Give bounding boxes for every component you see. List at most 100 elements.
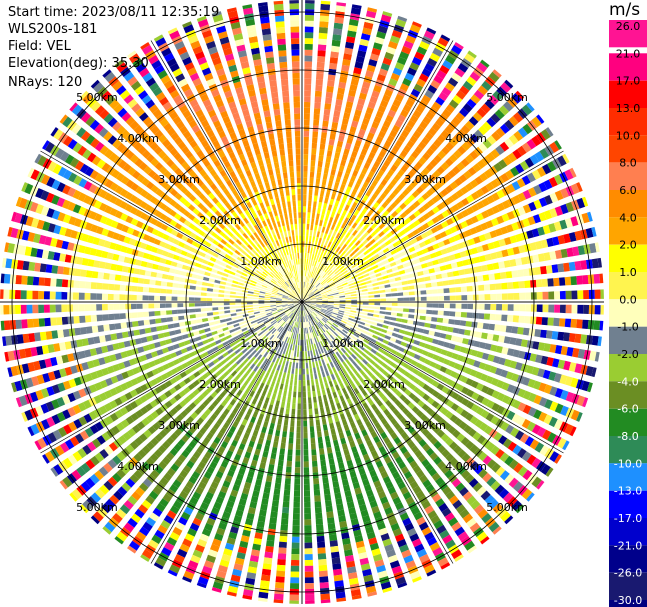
range-gate bbox=[246, 395, 253, 403]
range-gate bbox=[279, 448, 285, 455]
range-gate bbox=[303, 449, 309, 456]
range-gate bbox=[512, 349, 520, 358]
range-gate bbox=[380, 355, 387, 361]
range-gate bbox=[535, 316, 543, 325]
range-gate bbox=[480, 409, 490, 419]
range-gate bbox=[132, 321, 139, 327]
range-gate bbox=[467, 238, 476, 246]
range-gate bbox=[560, 203, 569, 215]
range-gate bbox=[359, 557, 370, 566]
range-gate bbox=[509, 259, 517, 267]
range-gate bbox=[302, 281, 304, 288]
range-gate bbox=[317, 348, 322, 355]
range-gate bbox=[474, 419, 484, 428]
range-gate bbox=[303, 484, 310, 491]
range-gate bbox=[285, 466, 292, 473]
range-gate bbox=[350, 382, 357, 390]
range-gate bbox=[80, 462, 91, 474]
range-gate bbox=[257, 347, 264, 354]
range-gate bbox=[203, 560, 215, 569]
range-gate bbox=[361, 389, 368, 397]
range-gate bbox=[415, 490, 425, 500]
range-gate bbox=[213, 436, 221, 445]
range-gate bbox=[99, 392, 108, 402]
range-gate bbox=[498, 488, 510, 499]
range-gate bbox=[421, 350, 429, 357]
range-gate bbox=[231, 378, 238, 385]
range-gate bbox=[260, 312, 266, 315]
range-gate bbox=[450, 370, 458, 379]
range-gate bbox=[450, 403, 459, 412]
range-gate bbox=[123, 500, 134, 510]
range-gate bbox=[197, 376, 205, 384]
range-gate bbox=[447, 425, 457, 435]
range-gate bbox=[179, 277, 186, 283]
range-gate bbox=[130, 412, 139, 422]
range-gate bbox=[552, 236, 560, 246]
range-gate bbox=[198, 481, 207, 490]
range-gate bbox=[235, 381, 242, 389]
range-gate bbox=[266, 353, 271, 360]
range-gate bbox=[150, 410, 159, 420]
range-gate bbox=[89, 348, 97, 357]
range-gate bbox=[169, 330, 176, 336]
range-gate bbox=[429, 542, 441, 552]
range-gate bbox=[427, 537, 438, 547]
range-gate bbox=[288, 319, 292, 325]
range-gate bbox=[303, 287, 305, 294]
range-gate bbox=[237, 504, 246, 512]
range-gate bbox=[416, 410, 424, 418]
range-gate bbox=[492, 67, 504, 78]
range-gate bbox=[302, 293, 305, 300]
range-gate bbox=[315, 178, 321, 185]
range-gate bbox=[413, 244, 421, 251]
range-gate bbox=[193, 330, 200, 336]
range-gate bbox=[458, 269, 465, 276]
range-gate bbox=[304, 298, 311, 301]
range-gate bbox=[437, 288, 444, 294]
range-gate bbox=[391, 298, 398, 302]
range-gate bbox=[421, 403, 430, 412]
range-gate bbox=[157, 366, 165, 373]
range-gate bbox=[167, 275, 175, 281]
range-gate bbox=[316, 61, 325, 69]
range-gate bbox=[341, 243, 347, 250]
range-gate bbox=[10, 365, 19, 377]
range-gate bbox=[176, 335, 183, 341]
range-gate bbox=[388, 404, 396, 412]
range-gate bbox=[372, 264, 379, 270]
range-gate bbox=[304, 84, 312, 91]
range-gate bbox=[347, 30, 357, 38]
range-gate bbox=[142, 521, 153, 532]
range-gate bbox=[392, 408, 400, 416]
range-gate bbox=[302, 351, 305, 358]
range-gate bbox=[291, 308, 297, 313]
range-gate bbox=[377, 25, 388, 34]
range-gate bbox=[409, 62, 420, 71]
range-gate bbox=[189, 522, 200, 532]
range-gate bbox=[443, 256, 450, 263]
range-gate bbox=[171, 303, 178, 308]
range-gate bbox=[441, 375, 449, 384]
range-gate bbox=[363, 223, 370, 231]
range-gate bbox=[321, 132, 327, 139]
range-gate bbox=[303, 119, 310, 126]
range-gate bbox=[216, 328, 224, 334]
range-gate bbox=[449, 495, 459, 505]
range-gate bbox=[349, 390, 355, 398]
range-gate bbox=[327, 241, 332, 248]
range-gate bbox=[246, 375, 253, 382]
range-gate bbox=[38, 277, 45, 286]
range-gate bbox=[369, 238, 376, 245]
range-gate bbox=[258, 302, 265, 304]
range-gate bbox=[371, 475, 380, 483]
range-gate bbox=[189, 285, 196, 290]
range-gate bbox=[198, 367, 206, 375]
range-gate bbox=[338, 248, 344, 255]
range-gate bbox=[161, 273, 169, 280]
range-gate bbox=[397, 538, 407, 548]
range-gate bbox=[331, 163, 338, 170]
range-gate bbox=[421, 247, 429, 254]
range-gate bbox=[392, 356, 400, 363]
range-gate bbox=[286, 318, 291, 324]
